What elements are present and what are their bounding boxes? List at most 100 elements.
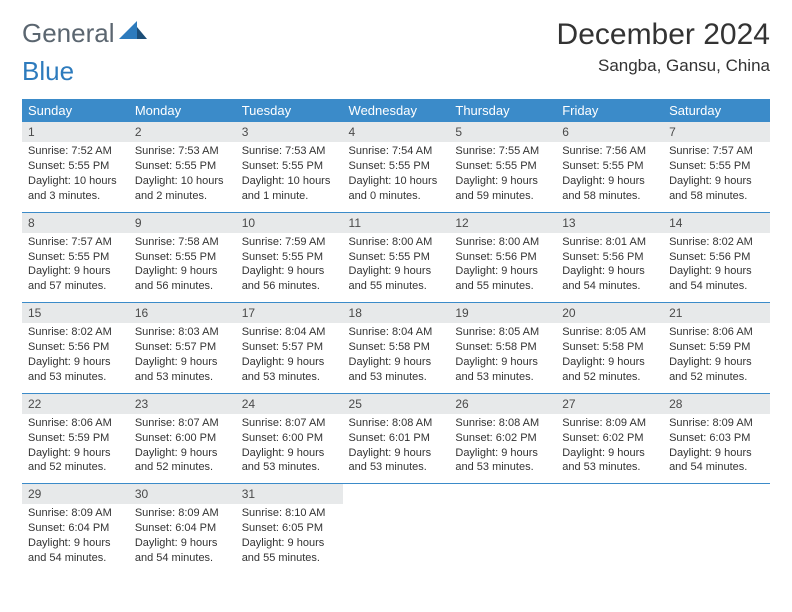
day-number: 29 [22,484,129,504]
day-number: 28 [663,394,770,414]
day-cell: 12Sunrise: 8:00 AMSunset: 5:56 PMDayligh… [449,213,556,303]
daylight-text-line1: Daylight: 10 hours [349,174,444,189]
daylight-text-line2: and 55 minutes. [242,551,337,566]
day-cell: 28Sunrise: 8:09 AMSunset: 6:03 PMDayligh… [663,394,770,484]
sunset-text: Sunset: 5:55 PM [562,159,657,174]
day-body: Sunrise: 8:07 AMSunset: 6:00 PMDaylight:… [236,414,343,483]
daylight-text-line1: Daylight: 9 hours [669,174,764,189]
day-number: 2 [129,122,236,142]
sunrise-text: Sunrise: 8:10 AM [242,506,337,521]
daylight-text-line1: Daylight: 9 hours [562,174,657,189]
day-body: Sunrise: 7:54 AMSunset: 5:55 PMDaylight:… [343,142,450,211]
brand-word-general: General [22,18,115,49]
sunset-text: Sunset: 5:55 PM [669,159,764,174]
sunrise-text: Sunrise: 8:05 AM [562,325,657,340]
sunset-text: Sunset: 5:55 PM [28,159,123,174]
sunset-text: Sunset: 5:58 PM [455,340,550,355]
day-number: 21 [663,303,770,323]
sunset-text: Sunset: 6:05 PM [242,521,337,536]
day-of-week-row: Sunday Monday Tuesday Wednesday Thursday… [22,99,770,122]
week-row: 22Sunrise: 8:06 AMSunset: 5:59 PMDayligh… [22,394,770,484]
sunrise-text: Sunrise: 8:01 AM [562,235,657,250]
day-number: 3 [236,122,343,142]
day-cell [663,484,770,574]
brand-word-blue: Blue [22,56,74,87]
day-cell [343,484,450,574]
daylight-text-line1: Daylight: 9 hours [669,264,764,279]
sunset-text: Sunset: 5:59 PM [28,431,123,446]
sunrise-text: Sunrise: 7:59 AM [242,235,337,250]
day-number: 4 [343,122,450,142]
daylight-text-line2: and 54 minutes. [28,551,123,566]
daylight-text-line1: Daylight: 9 hours [135,355,230,370]
day-number: 14 [663,213,770,233]
week-row: 15Sunrise: 8:02 AMSunset: 5:56 PMDayligh… [22,303,770,393]
sunrise-text: Sunrise: 8:06 AM [28,416,123,431]
dow-monday: Monday [129,99,236,122]
day-number: 23 [129,394,236,414]
sunrise-text: Sunrise: 8:02 AM [669,235,764,250]
day-number: 19 [449,303,556,323]
daylight-text-line1: Daylight: 9 hours [135,536,230,551]
day-body: Sunrise: 8:06 AMSunset: 5:59 PMDaylight:… [22,414,129,483]
dow-tuesday: Tuesday [236,99,343,122]
daylight-text-line2: and 52 minutes. [562,370,657,385]
day-body: Sunrise: 8:09 AMSunset: 6:03 PMDaylight:… [663,414,770,483]
day-cell: 4Sunrise: 7:54 AMSunset: 5:55 PMDaylight… [343,122,450,212]
daylight-text-line1: Daylight: 9 hours [349,355,444,370]
day-cell: 14Sunrise: 8:02 AMSunset: 5:56 PMDayligh… [663,213,770,303]
sunset-text: Sunset: 5:55 PM [349,250,444,265]
daylight-text-line2: and 54 minutes. [135,551,230,566]
sunset-text: Sunset: 6:02 PM [455,431,550,446]
day-cell: 21Sunrise: 8:06 AMSunset: 5:59 PMDayligh… [663,303,770,393]
dow-wednesday: Wednesday [343,99,450,122]
daylight-text-line2: and 58 minutes. [669,189,764,204]
sunrise-text: Sunrise: 8:08 AM [455,416,550,431]
sunrise-text: Sunrise: 7:53 AM [135,144,230,159]
day-cell: 7Sunrise: 7:57 AMSunset: 5:55 PMDaylight… [663,122,770,212]
daylight-text-line1: Daylight: 9 hours [242,536,337,551]
day-number: 17 [236,303,343,323]
sunset-text: Sunset: 5:58 PM [349,340,444,355]
daylight-text-line2: and 52 minutes. [28,460,123,475]
sunset-text: Sunset: 6:04 PM [28,521,123,536]
day-cell: 20Sunrise: 8:05 AMSunset: 5:58 PMDayligh… [556,303,663,393]
dow-friday: Friday [556,99,663,122]
day-cell: 6Sunrise: 7:56 AMSunset: 5:55 PMDaylight… [556,122,663,212]
daylight-text-line2: and 52 minutes. [669,370,764,385]
day-number: 24 [236,394,343,414]
brand-logo: General [22,18,147,49]
sunset-text: Sunset: 6:03 PM [669,431,764,446]
day-cell: 13Sunrise: 8:01 AMSunset: 5:56 PMDayligh… [556,213,663,303]
day-body: Sunrise: 7:55 AMSunset: 5:55 PMDaylight:… [449,142,556,211]
day-cell [449,484,556,574]
sunset-text: Sunset: 5:59 PM [669,340,764,355]
calendar-table: Sunday Monday Tuesday Wednesday Thursday… [22,99,770,574]
day-number: 10 [236,213,343,233]
daylight-text-line2: and 3 minutes. [28,189,123,204]
daylight-text-line2: and 1 minute. [242,189,337,204]
day-number: 18 [343,303,450,323]
daylight-text-line1: Daylight: 9 hours [135,446,230,461]
day-body: Sunrise: 8:09 AMSunset: 6:02 PMDaylight:… [556,414,663,483]
sunrise-text: Sunrise: 8:09 AM [135,506,230,521]
daylight-text-line1: Daylight: 9 hours [669,355,764,370]
day-cell: 27Sunrise: 8:09 AMSunset: 6:02 PMDayligh… [556,394,663,484]
day-cell [556,484,663,574]
daylight-text-line2: and 58 minutes. [562,189,657,204]
daylight-text-line1: Daylight: 9 hours [28,264,123,279]
day-number: 31 [236,484,343,504]
daylight-text-line1: Daylight: 9 hours [562,355,657,370]
dow-sunday: Sunday [22,99,129,122]
day-cell: 23Sunrise: 8:07 AMSunset: 6:00 PMDayligh… [129,394,236,484]
sunrise-text: Sunrise: 8:03 AM [135,325,230,340]
week-row: 8Sunrise: 7:57 AMSunset: 5:55 PMDaylight… [22,213,770,303]
daylight-text-line2: and 53 minutes. [242,460,337,475]
sunrise-text: Sunrise: 8:09 AM [669,416,764,431]
day-cell: 29Sunrise: 8:09 AMSunset: 6:04 PMDayligh… [22,484,129,574]
sunrise-text: Sunrise: 7:54 AM [349,144,444,159]
day-body: Sunrise: 8:09 AMSunset: 6:04 PMDaylight:… [129,504,236,573]
sunrise-text: Sunrise: 8:04 AM [242,325,337,340]
sunrise-text: Sunrise: 8:00 AM [349,235,444,250]
day-body: Sunrise: 8:08 AMSunset: 6:02 PMDaylight:… [449,414,556,483]
